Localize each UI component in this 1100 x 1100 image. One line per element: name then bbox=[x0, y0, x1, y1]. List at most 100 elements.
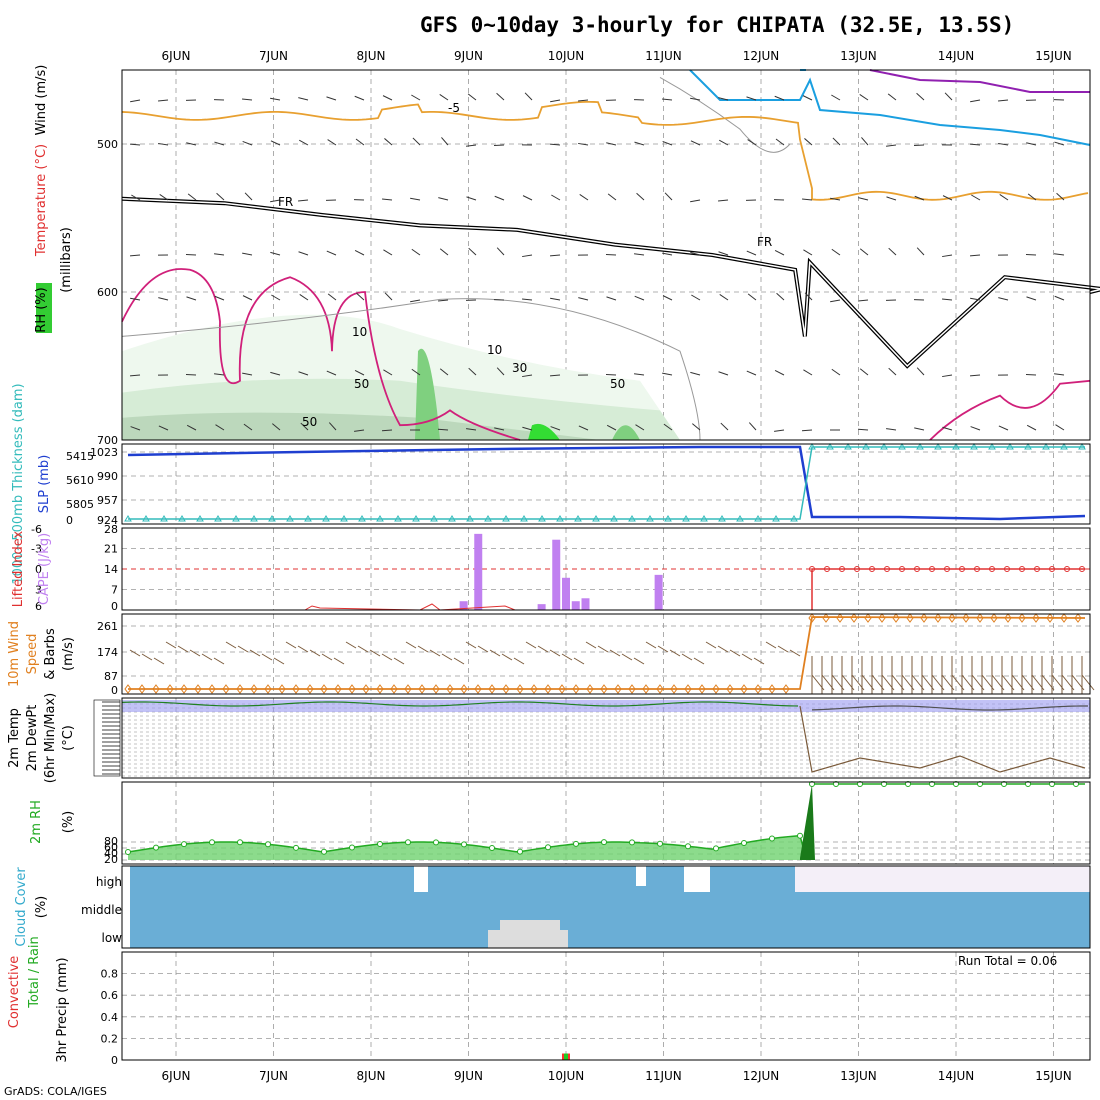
wind-marker bbox=[530, 684, 538, 694]
wind-barb bbox=[439, 248, 449, 256]
wind-marker bbox=[782, 684, 790, 694]
wind-barb bbox=[999, 193, 1009, 201]
wind-marker bbox=[920, 613, 928, 623]
wind-barb bbox=[158, 142, 169, 146]
wind-barb bbox=[916, 367, 925, 376]
wind-barb bbox=[501, 653, 513, 661]
thickness-marker bbox=[340, 515, 348, 522]
temp-contour-cold bbox=[869, 69, 1090, 93]
wind-barb bbox=[803, 249, 813, 256]
wind-barb bbox=[804, 292, 813, 301]
rh-marker bbox=[181, 841, 187, 848]
li-marker bbox=[854, 566, 860, 572]
temp-contour bbox=[121, 100, 1089, 201]
wind-barb bbox=[129, 254, 141, 257]
wind-barb bbox=[496, 247, 505, 256]
wind-barb bbox=[321, 653, 333, 661]
wind-barb bbox=[354, 95, 365, 101]
cloud-gap-low bbox=[488, 930, 568, 948]
wind-marker bbox=[1046, 613, 1054, 623]
wind-barb bbox=[186, 142, 197, 146]
ylabel-rh: RH (%) bbox=[34, 287, 49, 332]
wind-marker bbox=[334, 684, 342, 694]
wind-barb bbox=[466, 196, 477, 201]
fr-line bbox=[121, 198, 1100, 368]
wind-marker bbox=[236, 684, 244, 694]
wind-barb bbox=[831, 368, 841, 376]
rh-marker bbox=[405, 839, 411, 846]
wind-barb bbox=[129, 374, 141, 377]
thickness-marker bbox=[1042, 443, 1050, 450]
thickness-marker bbox=[736, 515, 744, 522]
panel-temp2m: 2m Temp 2m DewPt (6hr Min/Max) (°C) bbox=[7, 693, 1091, 783]
wind-barb bbox=[1026, 296, 1037, 301]
date-label-top: 7JUN bbox=[259, 49, 288, 63]
wind-marker bbox=[376, 684, 384, 694]
panel-border bbox=[121, 781, 1091, 865]
date-label-bottom: 7JUN bbox=[259, 1069, 288, 1083]
wind-barb bbox=[186, 296, 197, 301]
wind-marker bbox=[222, 684, 230, 694]
wind-barb bbox=[578, 142, 589, 146]
wind-marker bbox=[250, 684, 258, 694]
ytick-thickness: 0 bbox=[66, 514, 73, 527]
thickness-marker bbox=[394, 515, 402, 522]
ylabel-mb: (millibars) bbox=[59, 227, 74, 293]
thickness-marker bbox=[880, 443, 888, 450]
wind-marker bbox=[642, 684, 650, 694]
date-label-bottom: 9JUN bbox=[454, 1069, 483, 1083]
wind-barb bbox=[774, 250, 785, 256]
ylabel-minmax: (6hr Min/Max) bbox=[43, 693, 58, 783]
panel-border bbox=[121, 865, 1091, 949]
wind-barb bbox=[215, 424, 225, 431]
rh-marker bbox=[797, 832, 803, 839]
date-label-bottom: 10JUN bbox=[548, 1069, 585, 1083]
wind-barb bbox=[214, 141, 225, 146]
wind-marker bbox=[836, 613, 844, 623]
thickness-marker bbox=[610, 515, 618, 522]
rh-marker bbox=[293, 844, 299, 851]
wind-barb bbox=[549, 649, 561, 657]
wind-barb bbox=[746, 96, 757, 101]
ytick-cape: 28 bbox=[104, 523, 118, 536]
wind-barb bbox=[634, 373, 645, 376]
ytick-precip: 0.4 bbox=[101, 1011, 119, 1024]
wind-barb bbox=[187, 193, 197, 201]
wind-barb bbox=[201, 653, 213, 661]
contour-label: 50 bbox=[354, 377, 369, 391]
ytick-li: -6 bbox=[31, 523, 42, 536]
wind-barb bbox=[597, 645, 609, 653]
li-marker bbox=[1019, 566, 1025, 572]
gray-contour bbox=[659, 76, 791, 153]
wind-barb bbox=[384, 138, 393, 146]
li-marker bbox=[989, 566, 995, 572]
thickness-marker bbox=[376, 515, 384, 522]
rh-marker bbox=[377, 841, 383, 848]
thickness-marker bbox=[772, 515, 780, 522]
wind-marker bbox=[808, 613, 816, 623]
wind-marker bbox=[1060, 613, 1068, 623]
wind-marker bbox=[614, 684, 622, 694]
wind-barb bbox=[1054, 373, 1065, 376]
wind-barb bbox=[369, 649, 381, 657]
wind-barb bbox=[969, 254, 981, 257]
wind-barb bbox=[634, 141, 645, 146]
ytick-wind: 87 bbox=[104, 670, 118, 683]
ytick-slp: 924 bbox=[97, 514, 118, 527]
wind-barb bbox=[551, 194, 561, 201]
wind-barb bbox=[888, 247, 897, 256]
wind-barb bbox=[774, 429, 785, 432]
wind-barb bbox=[606, 296, 617, 301]
wind-barb bbox=[272, 423, 281, 431]
thickness-marker bbox=[934, 443, 942, 450]
wind-marker bbox=[1018, 613, 1026, 623]
wind-marker bbox=[990, 613, 998, 623]
ytick-thickness: 5610 bbox=[66, 474, 94, 487]
rh-marker bbox=[741, 839, 747, 846]
wind-marker bbox=[194, 684, 202, 694]
wind-barb bbox=[300, 422, 309, 431]
ytick-li: 0 bbox=[35, 563, 42, 576]
thickness-marker bbox=[214, 515, 222, 522]
wind-barb bbox=[216, 192, 225, 201]
